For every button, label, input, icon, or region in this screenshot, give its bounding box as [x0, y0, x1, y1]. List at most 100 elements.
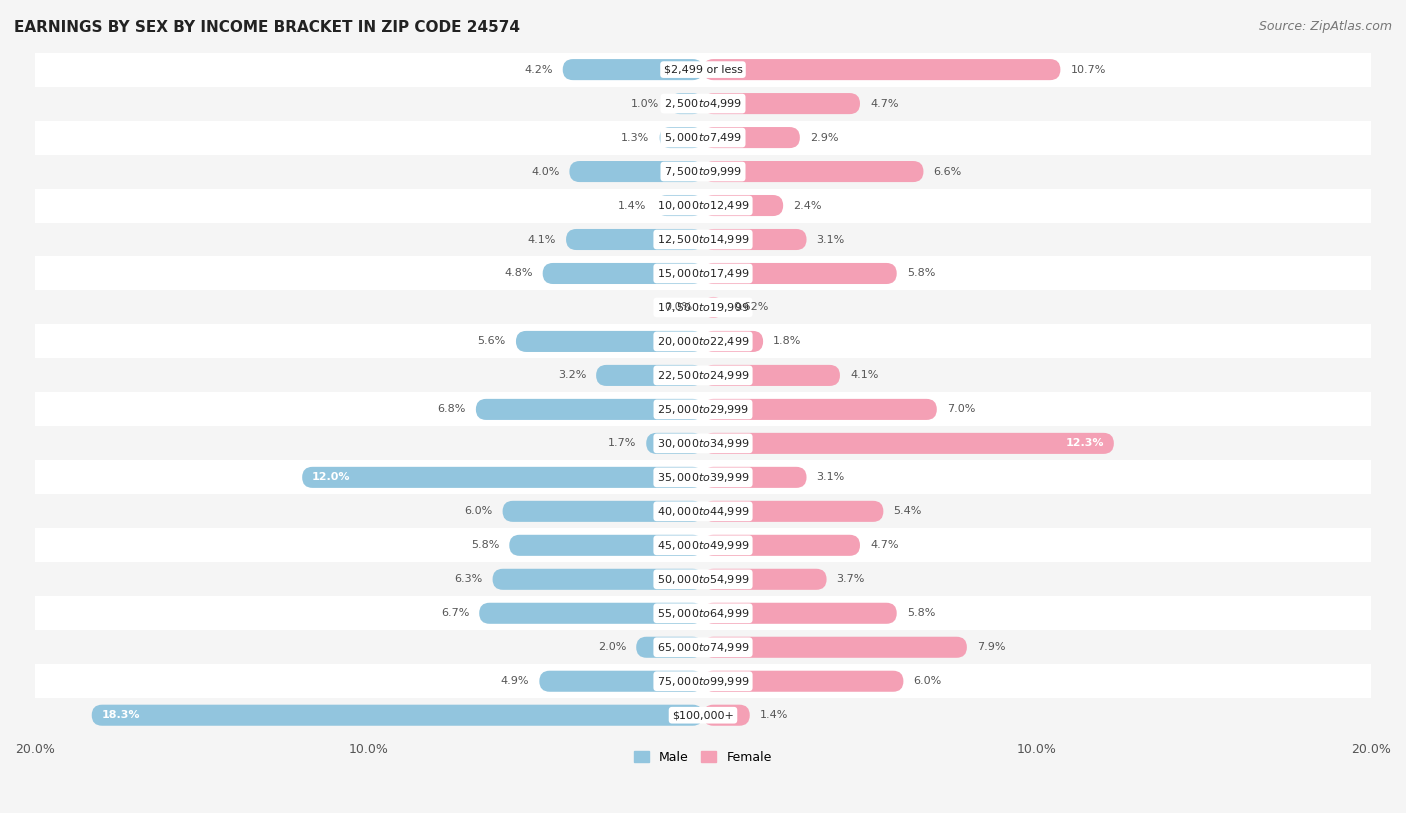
Bar	[35, 324, 1371, 359]
Text: 1.4%: 1.4%	[759, 711, 789, 720]
Text: 5.4%: 5.4%	[893, 506, 922, 516]
FancyBboxPatch shape	[703, 93, 860, 114]
FancyBboxPatch shape	[703, 637, 967, 658]
Bar	[35, 426, 1371, 460]
Text: 6.3%: 6.3%	[454, 574, 482, 585]
Text: 5.8%: 5.8%	[907, 608, 935, 618]
Text: 3.1%: 3.1%	[817, 234, 845, 245]
Text: 4.9%: 4.9%	[501, 676, 529, 686]
Text: 1.0%: 1.0%	[631, 98, 659, 109]
Text: $20,000 to $22,499: $20,000 to $22,499	[657, 335, 749, 348]
Text: 0.62%: 0.62%	[734, 302, 769, 312]
Text: 2.4%: 2.4%	[793, 201, 821, 211]
Text: 3.7%: 3.7%	[837, 574, 865, 585]
Bar	[35, 120, 1371, 154]
Bar	[35, 87, 1371, 120]
Bar	[35, 359, 1371, 393]
Text: $45,000 to $49,999: $45,000 to $49,999	[657, 539, 749, 552]
Bar	[35, 189, 1371, 223]
FancyBboxPatch shape	[475, 399, 703, 420]
Text: 3.1%: 3.1%	[817, 472, 845, 482]
FancyBboxPatch shape	[569, 161, 703, 182]
Text: 1.3%: 1.3%	[621, 133, 650, 142]
Text: $75,000 to $99,999: $75,000 to $99,999	[657, 675, 749, 688]
FancyBboxPatch shape	[91, 705, 703, 726]
Bar	[35, 393, 1371, 426]
FancyBboxPatch shape	[647, 433, 703, 454]
Text: 12.3%: 12.3%	[1066, 438, 1104, 449]
FancyBboxPatch shape	[543, 263, 703, 284]
Text: 2.9%: 2.9%	[810, 133, 838, 142]
FancyBboxPatch shape	[703, 535, 860, 556]
FancyBboxPatch shape	[703, 263, 897, 284]
Text: 7.9%: 7.9%	[977, 642, 1005, 652]
Legend: Male, Female: Male, Female	[630, 746, 776, 769]
Text: 6.0%: 6.0%	[914, 676, 942, 686]
FancyBboxPatch shape	[509, 535, 703, 556]
Text: 6.7%: 6.7%	[441, 608, 470, 618]
Bar	[35, 563, 1371, 596]
FancyBboxPatch shape	[703, 433, 1114, 454]
FancyBboxPatch shape	[502, 501, 703, 522]
Text: 1.8%: 1.8%	[773, 337, 801, 346]
FancyBboxPatch shape	[703, 127, 800, 148]
Text: $30,000 to $34,999: $30,000 to $34,999	[657, 437, 749, 450]
Text: 7.0%: 7.0%	[946, 404, 976, 415]
Text: $2,499 or less: $2,499 or less	[664, 64, 742, 75]
Text: $10,000 to $12,499: $10,000 to $12,499	[657, 199, 749, 212]
FancyBboxPatch shape	[703, 705, 749, 726]
FancyBboxPatch shape	[703, 501, 883, 522]
Text: $35,000 to $39,999: $35,000 to $39,999	[657, 471, 749, 484]
FancyBboxPatch shape	[596, 365, 703, 386]
FancyBboxPatch shape	[703, 59, 1060, 80]
Bar	[35, 630, 1371, 664]
FancyBboxPatch shape	[479, 602, 703, 624]
Bar	[35, 154, 1371, 189]
Bar	[35, 460, 1371, 494]
Text: 4.2%: 4.2%	[524, 64, 553, 75]
FancyBboxPatch shape	[703, 569, 827, 589]
FancyBboxPatch shape	[302, 467, 703, 488]
Text: $7,500 to $9,999: $7,500 to $9,999	[664, 165, 742, 178]
Text: $25,000 to $29,999: $25,000 to $29,999	[657, 403, 749, 416]
Text: 18.3%: 18.3%	[101, 711, 141, 720]
Text: 1.7%: 1.7%	[607, 438, 636, 449]
Text: $50,000 to $54,999: $50,000 to $54,999	[657, 573, 749, 586]
FancyBboxPatch shape	[659, 127, 703, 148]
FancyBboxPatch shape	[703, 161, 924, 182]
Text: 10.7%: 10.7%	[1070, 64, 1105, 75]
Text: 6.8%: 6.8%	[437, 404, 465, 415]
FancyBboxPatch shape	[703, 671, 904, 692]
Text: $40,000 to $44,999: $40,000 to $44,999	[657, 505, 749, 518]
Text: 1.4%: 1.4%	[617, 201, 647, 211]
Text: $55,000 to $64,999: $55,000 to $64,999	[657, 606, 749, 620]
FancyBboxPatch shape	[516, 331, 703, 352]
Text: 6.0%: 6.0%	[464, 506, 492, 516]
Text: 5.6%: 5.6%	[478, 337, 506, 346]
Text: EARNINGS BY SEX BY INCOME BRACKET IN ZIP CODE 24574: EARNINGS BY SEX BY INCOME BRACKET IN ZIP…	[14, 20, 520, 35]
Text: 0.0%: 0.0%	[665, 302, 693, 312]
Text: 3.2%: 3.2%	[558, 371, 586, 380]
Text: 5.8%: 5.8%	[907, 268, 935, 279]
Text: $22,500 to $24,999: $22,500 to $24,999	[657, 369, 749, 382]
Text: 4.8%: 4.8%	[505, 268, 533, 279]
Text: 12.0%: 12.0%	[312, 472, 350, 482]
FancyBboxPatch shape	[567, 229, 703, 250]
Text: 4.7%: 4.7%	[870, 98, 898, 109]
Bar	[35, 494, 1371, 528]
Text: 6.6%: 6.6%	[934, 167, 962, 176]
Text: $100,000+: $100,000+	[672, 711, 734, 720]
FancyBboxPatch shape	[636, 637, 703, 658]
Text: 4.7%: 4.7%	[870, 541, 898, 550]
FancyBboxPatch shape	[703, 365, 839, 386]
Bar	[35, 698, 1371, 733]
FancyBboxPatch shape	[492, 569, 703, 589]
FancyBboxPatch shape	[703, 399, 936, 420]
FancyBboxPatch shape	[657, 195, 703, 216]
Bar	[35, 256, 1371, 290]
FancyBboxPatch shape	[562, 59, 703, 80]
Text: $12,500 to $14,999: $12,500 to $14,999	[657, 233, 749, 246]
Bar	[35, 528, 1371, 563]
FancyBboxPatch shape	[703, 297, 724, 318]
Text: Source: ZipAtlas.com: Source: ZipAtlas.com	[1258, 20, 1392, 33]
